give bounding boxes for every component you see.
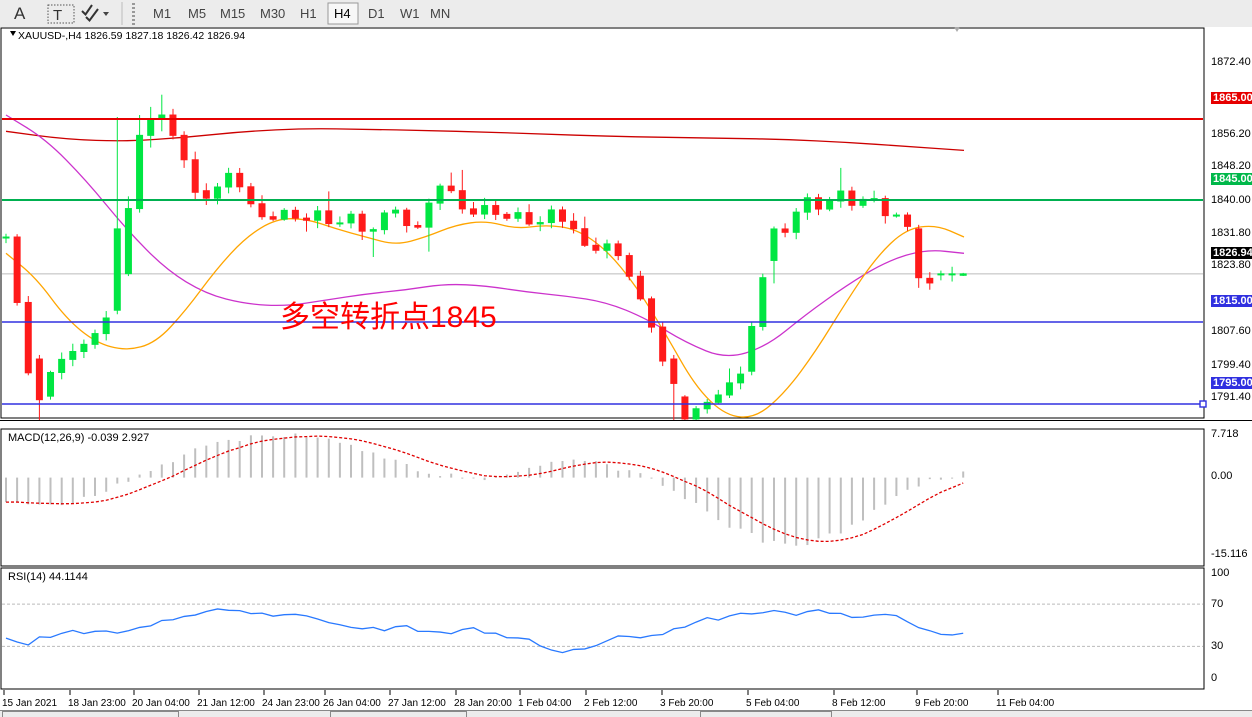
svg-text:H4: H4: [334, 6, 351, 21]
svg-text:M30: M30: [260, 6, 285, 21]
svg-text:W1: W1: [400, 6, 420, 21]
svg-text:M15: M15: [220, 6, 245, 21]
svg-text:M5: M5: [188, 6, 206, 21]
svg-text:A: A: [14, 4, 26, 23]
svg-text:多空转折点1845: 多空转折点1845: [280, 301, 497, 334]
svg-text:H1: H1: [300, 6, 317, 21]
svg-text:T: T: [53, 7, 62, 24]
svg-text:D1: D1: [368, 6, 385, 21]
svg-text:RSI(14) 44.1144: RSI(14) 44.1144: [8, 571, 88, 583]
svg-text:MN: MN: [430, 6, 450, 21]
svg-text:MACD(12,26,9) -0.039 2.927: MACD(12,26,9) -0.039 2.927: [8, 432, 149, 444]
svg-text:XAUUSD-,H4 1826.59 1827.18 18: XAUUSD-,H4 1826.59 1827.18 1826.42 1826.…: [18, 30, 245, 42]
svg-text:M1: M1: [153, 6, 171, 21]
